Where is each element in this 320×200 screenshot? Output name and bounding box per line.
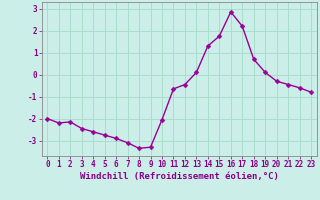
- X-axis label: Windchill (Refroidissement éolien,°C): Windchill (Refroidissement éolien,°C): [80, 172, 279, 181]
